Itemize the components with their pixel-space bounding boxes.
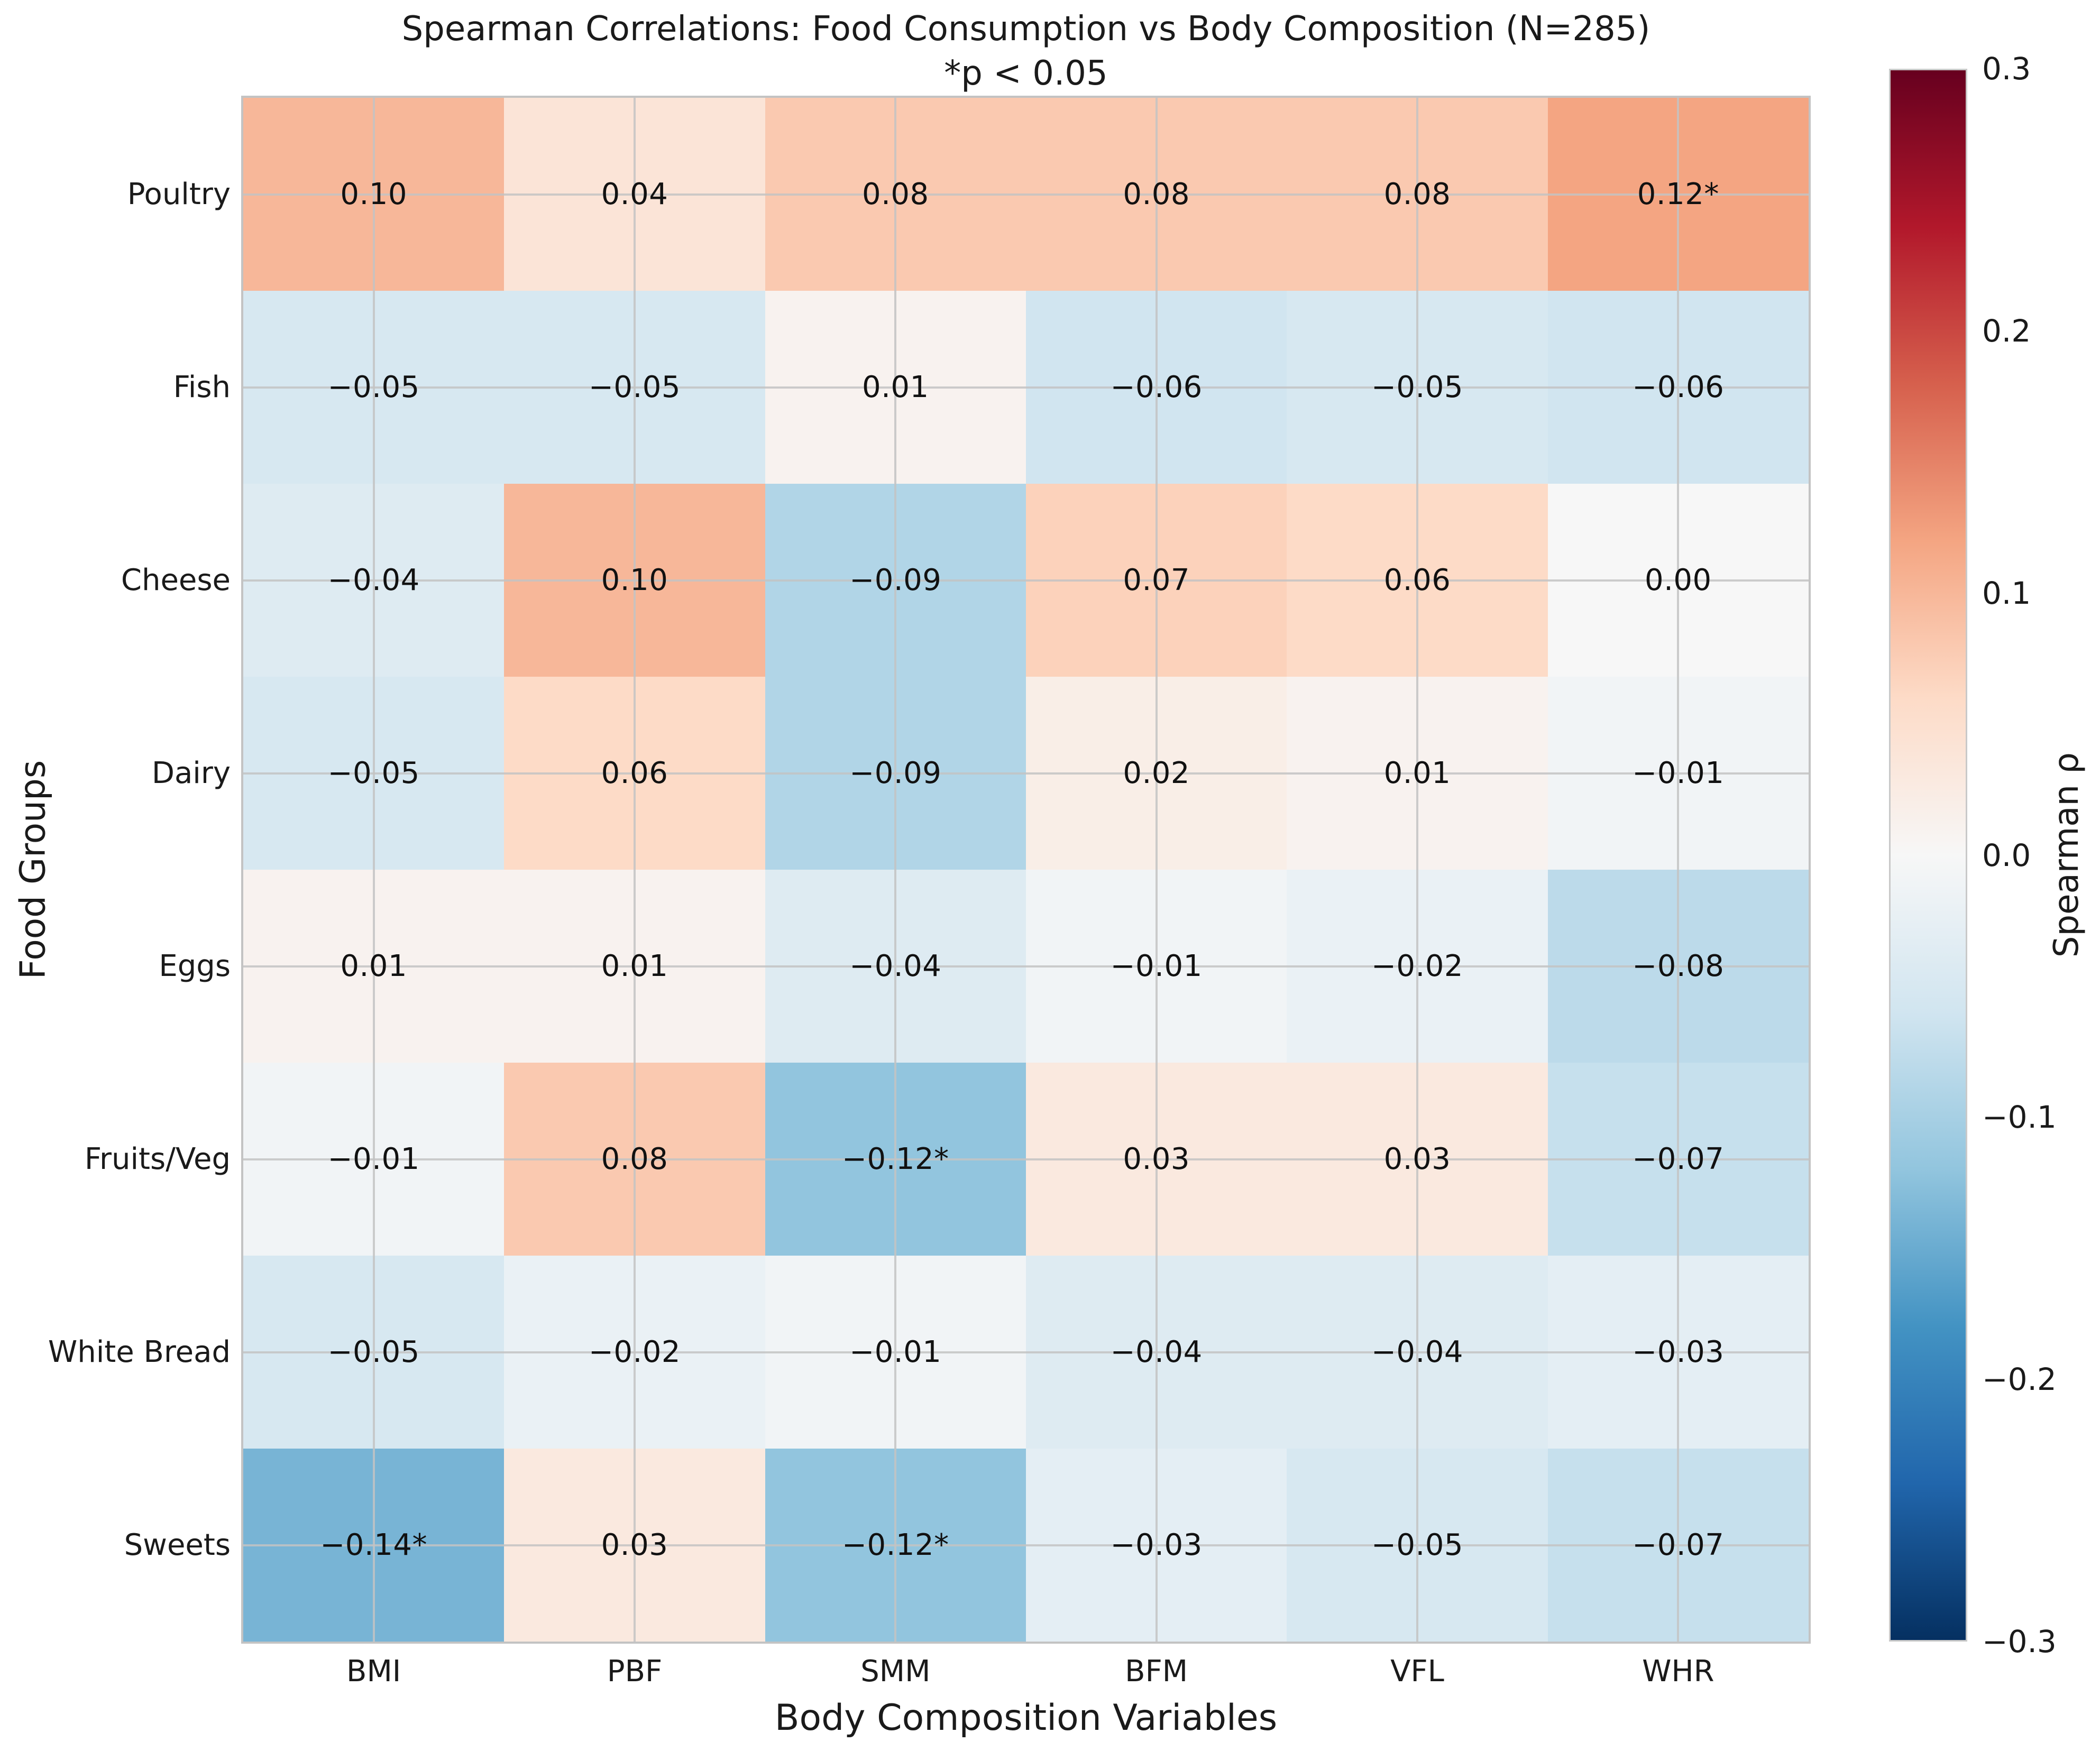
y-axis-title: Food Groups xyxy=(12,760,53,980)
gridline xyxy=(894,98,897,1642)
gridline xyxy=(243,193,1809,196)
cell-value-label: 0.02 xyxy=(1123,756,1190,790)
cell-value-label: −0.04 xyxy=(849,949,942,983)
gridline xyxy=(243,386,1809,389)
colorbar-tick-labels: 0.3 0.2 0.1 0.0 −0.1 −0.2 −0.3 xyxy=(1982,51,2098,1660)
gridline xyxy=(243,1544,1809,1546)
cell-value-label: 0.10 xyxy=(601,563,668,597)
y-tick-label: Eggs xyxy=(159,948,231,983)
cell-value-label: −0.12* xyxy=(842,1142,949,1176)
cell-value-label: −0.07 xyxy=(1632,1142,1725,1176)
y-tick-label: Sweets xyxy=(124,1527,231,1562)
cell-value-label: −0.06 xyxy=(1110,370,1203,404)
cell-value-label: −0.06 xyxy=(1632,370,1725,404)
cell-value-label: 0.03 xyxy=(1383,1142,1451,1176)
gridline xyxy=(243,965,1809,967)
cell-value-label: 0.08 xyxy=(861,177,929,211)
colorbar-tick-label: −0.2 xyxy=(1982,1361,2057,1398)
cell-value-label: −0.14* xyxy=(320,1528,427,1562)
cell-value-label: 0.08 xyxy=(1123,177,1190,211)
cell-value-label: −0.05 xyxy=(1371,370,1464,404)
gridline xyxy=(243,579,1809,582)
cell-value-label: 0.10 xyxy=(340,177,407,211)
gridline xyxy=(1155,98,1158,1642)
x-axis-tick-labels: BMI PBF SMM BFM VFL WHR xyxy=(243,1651,1809,1693)
cell-value-label: 0.01 xyxy=(601,949,668,983)
gridline xyxy=(1677,98,1680,1642)
cell-value-label: 0.03 xyxy=(1123,1142,1190,1176)
y-tick-label: Fish xyxy=(173,370,231,404)
cell-value-label: −0.07 xyxy=(1632,1528,1725,1562)
gridline xyxy=(1416,98,1418,1642)
cell-value-label: −0.01 xyxy=(849,1335,942,1369)
chart-subtitle: *p < 0.05 xyxy=(944,54,1108,93)
cell-value-label: −0.03 xyxy=(1632,1335,1725,1369)
colorbar xyxy=(1889,69,1967,1642)
cell-value-label: 0.06 xyxy=(601,756,668,790)
heatmap: 0.10 0.04 0.08 0.08 0.08 0.12* −0.05 −0.05 0.01 −… xyxy=(241,96,1811,1644)
x-tick-label: BFM xyxy=(1125,1654,1188,1689)
gridline xyxy=(243,772,1809,775)
x-tick-label: WHR xyxy=(1642,1654,1714,1689)
y-tick-label: Cheese xyxy=(121,563,231,597)
cell-value-label: −0.02 xyxy=(1371,949,1464,983)
gridline xyxy=(634,98,636,1642)
cell-value-label: 0.06 xyxy=(1383,563,1451,597)
y-axis-tick-labels: Poultry Fish Cheese Dairy Eggs Fruits/Veg Whit… xyxy=(0,98,231,1642)
y-tick-label: Poultry xyxy=(127,177,231,211)
x-tick-label: PBF xyxy=(607,1654,663,1689)
colorbar-tick-label: 0.2 xyxy=(1982,312,2031,349)
colorbar-tick-label: −0.1 xyxy=(1982,1099,2057,1136)
x-axis-title: Body Composition Variables xyxy=(774,1697,1278,1739)
cell-value-label: 0.01 xyxy=(1383,756,1451,790)
chart-title: Spearman Correlations: Food Consumption … xyxy=(401,10,1650,49)
cell-value-label: −0.04 xyxy=(1371,1335,1464,1369)
colorbar-title: Spearman ρ xyxy=(2047,752,2086,958)
cell-value-label: −0.09 xyxy=(849,563,942,597)
cell-value-label: −0.01 xyxy=(1110,949,1203,983)
gridline xyxy=(243,1158,1809,1160)
cell-value-label: 0.04 xyxy=(601,177,668,211)
cell-value-label: 0.00 xyxy=(1644,563,1712,597)
cell-value-label: 0.03 xyxy=(601,1528,668,1562)
cell-value-label: −0.09 xyxy=(849,756,942,790)
cell-value-label: −0.05 xyxy=(327,756,420,790)
y-tick-label: White Bread xyxy=(48,1334,231,1369)
cell-value-label: 0.08 xyxy=(601,1142,668,1176)
x-tick-label: BMI xyxy=(346,1654,401,1689)
colorbar-tick-label: 0.3 xyxy=(1982,51,2031,87)
y-tick-label: Fruits/Veg xyxy=(84,1141,231,1176)
colorbar-tick-label: −0.3 xyxy=(1982,1624,2057,1660)
colorbar-tick-label: 0.1 xyxy=(1982,575,2031,611)
cell-value-label: 0.08 xyxy=(1383,177,1451,211)
cell-value-label: 0.01 xyxy=(340,949,407,983)
cell-value-label: −0.02 xyxy=(588,1335,681,1369)
x-tick-label: VFL xyxy=(1390,1654,1444,1689)
gridline xyxy=(372,98,375,1642)
x-tick-label: SMM xyxy=(860,1654,931,1689)
y-tick-label: Dairy xyxy=(151,755,231,790)
cell-value-label: −0.01 xyxy=(327,1142,420,1176)
cell-value-label: −0.05 xyxy=(327,370,420,404)
cell-value-label: −0.05 xyxy=(588,370,681,404)
cell-value-label: −0.04 xyxy=(327,563,420,597)
cell-value-label: 0.01 xyxy=(861,370,929,404)
cell-value-label: −0.05 xyxy=(327,1335,420,1369)
colorbar-tick-label: 0.0 xyxy=(1982,837,2031,873)
cell-value-label: −0.08 xyxy=(1632,949,1725,983)
cell-value-label: −0.04 xyxy=(1110,1335,1203,1369)
cell-value-label: 0.07 xyxy=(1123,563,1190,597)
cell-value-label: −0.05 xyxy=(1371,1528,1464,1562)
cell-value-label: −0.03 xyxy=(1110,1528,1203,1562)
cell-value-label: −0.12* xyxy=(842,1528,949,1562)
cell-value-label: 0.12* xyxy=(1637,177,1719,211)
gridline xyxy=(243,1351,1809,1353)
cell-value-label: −0.01 xyxy=(1632,756,1725,790)
